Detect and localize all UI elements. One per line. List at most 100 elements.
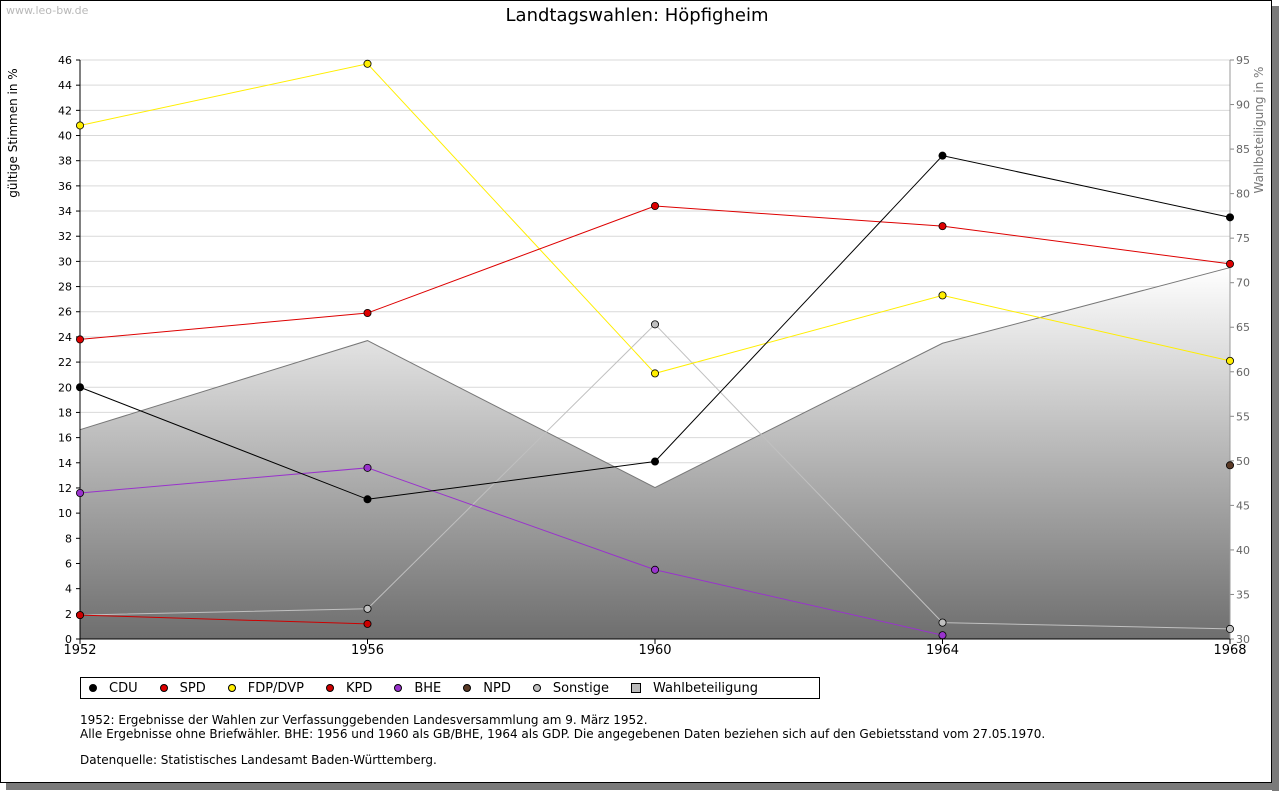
y-tick-label: 32	[58, 230, 72, 243]
y-tick-label: 6	[65, 557, 72, 570]
y-tick-label: 46	[58, 54, 72, 67]
data-point-spd	[363, 308, 372, 317]
legend-item-sonstige: Sonstige	[532, 680, 610, 696]
y-tick-label: 4	[65, 583, 72, 596]
data-point-fdp-dvp	[1226, 356, 1235, 365]
y-tick-label: 26	[58, 306, 72, 319]
chart: Landtagswahlen: Höpfigheim gültige Stimm…	[6, 5, 1266, 658]
series-line-bhe	[79, 467, 943, 636]
note-datenquelle: Datenquelle: Statistisches Landesamt Bad…	[80, 753, 437, 767]
legend-item-npd: NPD	[463, 681, 511, 696]
area-layer	[79, 267, 1231, 639]
y-tick-label: 38	[58, 155, 72, 168]
y2-axis-title: Wahlbeteiligung in %	[1252, 67, 1266, 194]
data-point-npd	[1226, 461, 1235, 470]
y-tick-label: 16	[58, 432, 72, 445]
chart-title: Landtagswahlen: Höpfigheim	[506, 5, 769, 26]
data-point-cdu	[76, 383, 85, 392]
y2-tick-label: 90	[1236, 99, 1250, 112]
series-points	[76, 59, 1235, 640]
legend-label: KPD	[345, 680, 373, 696]
data-point-fdp-dvp	[651, 369, 660, 378]
legend-marker	[227, 684, 236, 692]
legend-marker	[89, 684, 97, 692]
legend-marker	[159, 684, 168, 692]
y-tick-label: 0	[65, 633, 72, 646]
y-axis-title: gültige Stimmen in %	[6, 68, 20, 197]
y-tick-label: 42	[58, 104, 72, 117]
legend-label: SPD	[179, 680, 206, 696]
data-point-kpd	[363, 619, 372, 628]
y2-tick-label: 40	[1236, 544, 1250, 557]
y-tick-label: 12	[58, 482, 72, 495]
data-point-cdu	[363, 495, 372, 504]
y2-tick-label: 45	[1236, 499, 1250, 512]
y2-tick-label: 65	[1236, 321, 1250, 334]
data-point-sonstige	[1226, 624, 1235, 633]
y2-tick-label: 85	[1236, 143, 1250, 156]
note-briefwaehler: Alle Ergebnisse ohne Briefwähler. BHE: 1…	[80, 727, 1046, 741]
y-tick-label: 8	[65, 532, 72, 545]
legend-item-spd: SPD	[159, 680, 206, 696]
data-point-fdp-dvp	[363, 59, 372, 68]
legend-item-kpd: KPD	[325, 680, 373, 696]
data-point-fdp-dvp	[938, 291, 947, 300]
legend-item-wahlbeteiligung: Wahlbeteiligung	[631, 681, 758, 696]
y-tick-label: 10	[58, 507, 72, 520]
y-tick-label: 30	[58, 255, 72, 268]
legend: CDU SPD FDP/DVP KPD BHE NPD Sonstige Wahlbeteil…	[80, 677, 820, 699]
legend-label: CDU	[109, 680, 138, 696]
data-point-sonstige	[363, 604, 372, 613]
y-tick-label: 18	[58, 406, 72, 419]
data-point-sonstige	[651, 320, 660, 329]
y2-tick-label: 60	[1236, 366, 1250, 379]
frame-shadow-right	[1272, 6, 1279, 791]
watermark: www.leo-bw.de	[6, 4, 89, 17]
y-tick-label: 20	[58, 381, 72, 394]
note-1952: 1952: Ergebnisse der Wahlen zur Verfassu…	[80, 713, 648, 727]
y2-tick-label: 50	[1236, 455, 1250, 468]
area-wahlbeteiligung	[80, 267, 1230, 639]
data-point-sonstige	[938, 618, 947, 627]
legend-marker	[631, 683, 642, 693]
legend-item-bhe: BHE	[394, 681, 441, 696]
x-tick-label: 1960	[638, 643, 671, 658]
data-point-spd	[938, 222, 947, 231]
data-point-fdp-dvp	[76, 121, 85, 130]
y2-tick-label: 75	[1236, 232, 1250, 245]
series-line-kpd	[79, 614, 368, 625]
y-tick-label: 22	[58, 356, 72, 369]
legend-marker	[325, 684, 334, 692]
frame-shadow-bottom	[6, 783, 1279, 790]
y2-tick-label: 35	[1236, 588, 1250, 601]
data-point-spd	[1226, 259, 1235, 268]
y-tick-label: 2	[65, 608, 72, 621]
data-point-cdu	[1226, 213, 1235, 222]
y2-tick-label: 95	[1236, 54, 1250, 67]
tick-labels: 0246810121416182022242628303234363840424…	[58, 54, 1250, 658]
legend-marker	[394, 684, 403, 692]
y2-tick-label: 30	[1236, 633, 1250, 646]
data-point-spd	[76, 335, 85, 344]
data-point-cdu	[651, 457, 660, 466]
y-tick-label: 36	[58, 180, 72, 193]
y2-tick-label: 80	[1236, 188, 1250, 201]
data-point-cdu	[938, 151, 947, 160]
x-tick-label: 1968	[1213, 643, 1246, 658]
y-tick-label: 44	[58, 79, 72, 92]
data-point-bhe	[363, 463, 372, 472]
y-tick-label: 14	[58, 457, 72, 470]
data-point-spd	[651, 202, 660, 211]
y2-tick-label: 55	[1236, 410, 1250, 423]
axes	[76, 59, 1234, 644]
legend-label: Sonstige	[552, 680, 610, 696]
legend-marker	[463, 684, 472, 692]
legend-label: BHE	[414, 680, 442, 696]
legend-item-cdu: CDU	[89, 681, 138, 696]
x-tick-label: 1964	[926, 643, 959, 658]
y-tick-label: 34	[58, 205, 72, 218]
legend-label: NPD	[483, 680, 511, 696]
legend-marker	[532, 684, 541, 692]
data-point-bhe	[938, 631, 947, 640]
legend-item-fdp-dvp: FDP/DVP	[227, 681, 304, 696]
